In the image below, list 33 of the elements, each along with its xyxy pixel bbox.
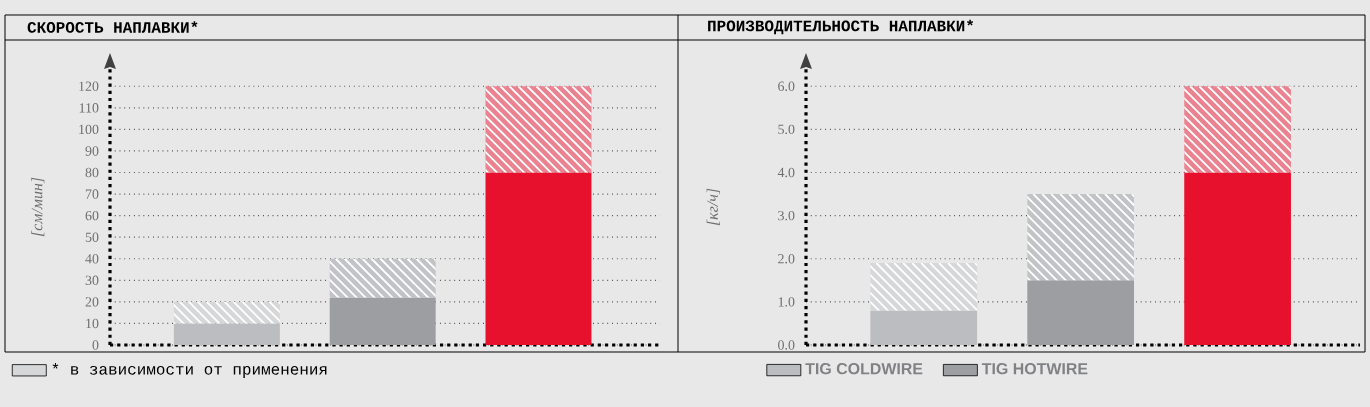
bar [329, 297, 436, 345]
y-tick-label: 60 [85, 210, 99, 221]
legend-label: TIG COLDWIRE [805, 363, 923, 375]
y-tick-label: 120 [79, 81, 99, 91]
y-tick-label: 2.0 [778, 254, 795, 264]
y-tick-label: 10 [86, 318, 99, 329]
legend-label: TIG HOTWIRE [981, 363, 1088, 375]
y-axis-title: [кг/ч] [706, 188, 720, 226]
y-tick-label: 0.0 [778, 340, 795, 350]
y-tick-label: 50 [85, 232, 99, 242]
legend-label: * в зависимости от применения [52, 363, 327, 378]
y-tick-label: 100 [79, 124, 99, 135]
y-tick-label: 5.0 [778, 124, 795, 135]
y-tick-label: 40 [85, 254, 99, 264]
y-tick-label: 3.0 [778, 210, 795, 221]
bar [1027, 280, 1135, 345]
y-tick-label: 4.0 [777, 167, 795, 178]
chart-title: ПРОИЗВОДИТЕЛЬНОСТЬ НАПЛАВКИ* [708, 19, 974, 35]
y-tick-label: 90 [85, 146, 99, 156]
y-tick-label: 110 [79, 103, 99, 113]
y-axis-title: [см/мин] [31, 177, 45, 237]
y-tick-label: 70 [85, 189, 99, 199]
y-tick-label: 20 [85, 297, 99, 307]
y-tick-label: 30 [85, 275, 99, 286]
bar [1184, 172, 1291, 345]
bar [485, 172, 592, 345]
y-tick-label: 80 [85, 167, 99, 178]
y-tick-label: 0 [92, 340, 99, 350]
y-tick-label: 1.0 [778, 297, 795, 307]
bar [173, 323, 280, 345]
chart-title: СКОРОСТЬ НАПЛАВКИ* [27, 21, 198, 33]
bar [870, 310, 978, 345]
y-tick-label: 6.0 [778, 81, 795, 91]
